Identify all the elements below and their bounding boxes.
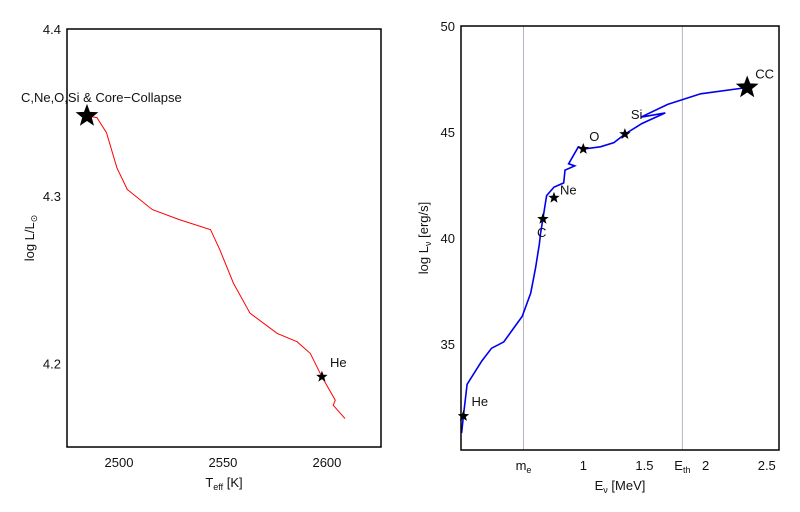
y-axis-label: log L/L⊙ [22, 215, 39, 262]
x-tick-label-main: 2550 [208, 455, 237, 470]
marker-label: C [537, 225, 546, 240]
y-tick-label: 4.4 [43, 22, 61, 37]
y-tick-label: 4.3 [43, 189, 61, 204]
marker-label: Ne [560, 183, 577, 198]
star-marker [619, 128, 631, 139]
x-axis-label: Eν [MeV] [595, 478, 646, 495]
y-axis-label-main: log L/L [22, 222, 37, 261]
x-tick-label-main: 2600 [312, 455, 341, 470]
y-tick-label: 4.2 [43, 356, 61, 371]
x-axis-label-unit: [K] [223, 475, 243, 490]
marker-label: Si [631, 107, 643, 122]
x-tick-label-main: E [674, 458, 683, 473]
x-tick-label-sub: th [683, 465, 691, 475]
x-axis-label-sub: eff [213, 482, 223, 492]
star-marker [316, 370, 328, 382]
y-axis-label-sub: ν [423, 241, 433, 246]
star-marker [457, 410, 470, 421]
y-axis-label: log Lν [erg/s] [416, 202, 433, 274]
x-tick-label: 2550 [208, 455, 237, 470]
x-axis-label-main: E [595, 478, 604, 493]
x-tick-label-main: m [516, 458, 527, 473]
y-tick-label: 45 [441, 125, 455, 140]
x-tick-label: 1 [580, 458, 587, 473]
y-tick-label: 50 [441, 19, 455, 34]
y-axis-label-main: log L [416, 246, 431, 274]
x-axis-label-sub: ν [603, 485, 608, 495]
star-marker [75, 103, 99, 126]
x-tick-label: 1.5 [635, 458, 653, 473]
x-tick-label-main: 1.5 [635, 458, 653, 473]
marker-label: He [330, 355, 347, 370]
star-marker [537, 212, 549, 224]
series-line [86, 115, 346, 419]
star-marker [548, 191, 560, 203]
x-axis-label: Teff [K] [205, 475, 242, 492]
marker-label: He [471, 394, 488, 409]
marker-label: CC [755, 66, 774, 81]
x-axis-label-unit: [MeV] [608, 478, 646, 493]
x-tick-label-sub: e [526, 465, 531, 475]
y-axis-label-sub: ⊙ [29, 215, 39, 223]
x-tick-label-main: 2500 [105, 455, 134, 470]
x-tick-label: 2.5 [758, 458, 776, 473]
x-axis-label-main: T [205, 475, 213, 490]
plot-frame [66, 28, 382, 448]
x-tick-label: 2500 [105, 455, 134, 470]
x-tick-label-main: 2.5 [758, 458, 776, 473]
x-tick-label: Eth [674, 458, 690, 475]
panel-1: 2500 2550 2600 4.2 4.3 4.4 Teff [K] log L/L⊙ C,N… [21, 22, 382, 492]
marker-label: O [589, 129, 599, 144]
marker-label: C,Ne,O,Si & Core−Collapse [21, 90, 182, 105]
x-tick-label: 2 [702, 458, 709, 473]
plot-frame [460, 25, 780, 451]
y-tick-label: 40 [441, 231, 455, 246]
star-marker [577, 143, 589, 154]
series-line [460, 86, 748, 434]
y-tick-label: 35 [441, 337, 455, 352]
x-tick-label-main: 1 [580, 458, 587, 473]
x-tick-label: me [516, 458, 532, 475]
y-axis-label-unit: [erg/s] [416, 202, 431, 242]
x-tick-label: 2600 [312, 455, 341, 470]
star-marker [735, 75, 759, 98]
x-tick-label-main: 2 [702, 458, 709, 473]
